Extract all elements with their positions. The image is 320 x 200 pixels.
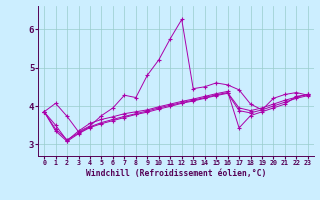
- X-axis label: Windchill (Refroidissement éolien,°C): Windchill (Refroidissement éolien,°C): [86, 169, 266, 178]
